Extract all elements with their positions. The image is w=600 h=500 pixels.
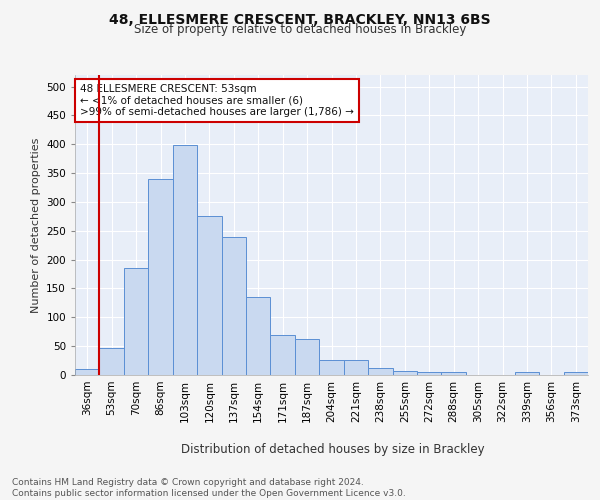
Bar [124,268,148,375]
Text: 48, ELLESMERE CRESCENT, BRACKLEY, NN13 6BS: 48, ELLESMERE CRESCENT, BRACKLEY, NN13 6… [109,12,491,26]
Bar [173,145,197,375]
Bar [197,216,221,375]
Text: Size of property relative to detached houses in Brackley: Size of property relative to detached ho… [134,22,466,36]
Bar [417,372,442,375]
Bar [319,360,344,375]
Text: Contains HM Land Registry data © Crown copyright and database right 2024.
Contai: Contains HM Land Registry data © Crown c… [12,478,406,498]
Bar [221,237,246,375]
Bar [344,360,368,375]
Bar [368,368,392,375]
Bar [100,348,124,375]
Bar [246,296,271,375]
Bar [295,338,319,375]
Text: 48 ELLESMERE CRESCENT: 53sqm
← <1% of detached houses are smaller (6)
>99% of se: 48 ELLESMERE CRESCENT: 53sqm ← <1% of de… [80,84,354,117]
Y-axis label: Number of detached properties: Number of detached properties [31,138,41,312]
Bar [442,372,466,375]
Bar [75,369,100,375]
Bar [392,371,417,375]
Text: Distribution of detached houses by size in Brackley: Distribution of detached houses by size … [181,442,485,456]
Bar [515,372,539,375]
Bar [563,372,588,375]
Bar [148,180,173,375]
Bar [271,334,295,375]
